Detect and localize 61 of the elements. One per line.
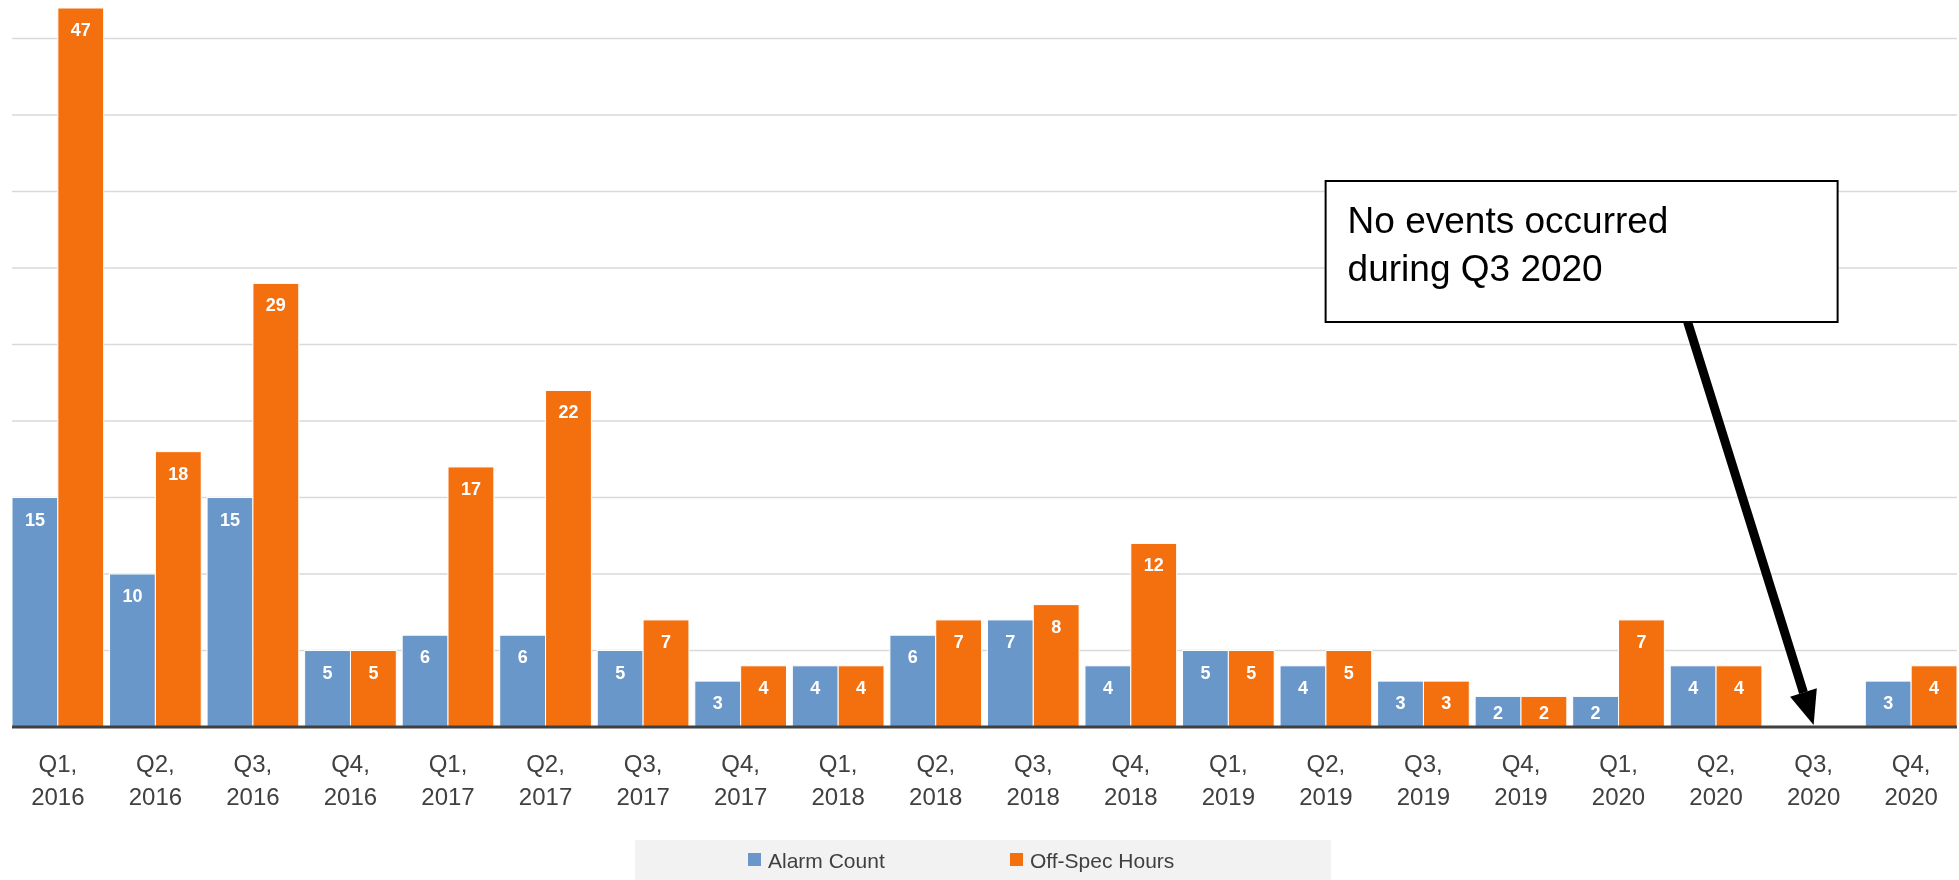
data-label: 2 xyxy=(1538,702,1549,723)
x-tick-label: Q2, 2016 xyxy=(128,750,183,810)
data-label: 5 xyxy=(615,662,626,683)
x-tick-label: Q1, 2016 xyxy=(31,750,85,810)
x-tick-label: Q3, 2017 xyxy=(616,750,670,810)
data-label: 22 xyxy=(558,402,579,423)
data-label: 7 xyxy=(1005,631,1016,652)
legend-label: Off-Spec Hours xyxy=(1030,849,1175,872)
x-tick-label: Q2, 2020 xyxy=(1689,750,1743,810)
data-label: 18 xyxy=(168,463,189,484)
data-label: 5 xyxy=(1246,662,1257,683)
x-tick-label: Q2, 2018 xyxy=(909,750,963,810)
data-label: 4 xyxy=(1688,677,1699,698)
data-label: 4 xyxy=(856,677,867,698)
data-label: 4 xyxy=(1102,677,1113,698)
x-tick-label: Q3, 2020 xyxy=(1786,750,1841,810)
x-tick-label: Q4, 2018 xyxy=(1104,750,1158,810)
data-label: 6 xyxy=(517,647,528,668)
data-label: 5 xyxy=(368,662,379,683)
data-label: 6 xyxy=(420,647,431,668)
legend-label: Alarm Count xyxy=(768,849,885,872)
data-label: 3 xyxy=(1441,693,1452,714)
data-label: 8 xyxy=(1051,616,1062,637)
x-tick-label: Q3, 2018 xyxy=(1006,750,1060,810)
x-tick-label: Q3, 2016 xyxy=(226,750,280,810)
data-label: 7 xyxy=(661,631,672,652)
data-label: 7 xyxy=(953,631,964,652)
x-tick-label: Q3, 2019 xyxy=(1396,750,1451,810)
data-label: 12 xyxy=(1143,555,1164,576)
x-tick-label: Q2, 2019 xyxy=(1299,750,1353,810)
data-label: 4 xyxy=(810,677,821,698)
data-label: 3 xyxy=(1883,693,1894,714)
data-label: 4 xyxy=(1297,677,1308,698)
x-tick-label: Q1, 2020 xyxy=(1591,750,1646,810)
x-tick-label: Q1, 2019 xyxy=(1201,750,1256,810)
data-label: 3 xyxy=(712,693,723,714)
x-tick-label: Q4, 2020 xyxy=(1884,750,1938,810)
data-label: 6 xyxy=(907,647,918,668)
data-label: 47 xyxy=(70,20,91,40)
x-tick-label: Q1, 2018 xyxy=(811,750,865,810)
data-label: 7 xyxy=(1636,631,1647,652)
annotation: No events occurred during Q3 2020 xyxy=(1347,200,1669,289)
x-tick-label: Q1, 2017 xyxy=(421,750,475,810)
data-label: 29 xyxy=(265,295,286,316)
data-label: 2 xyxy=(1590,702,1601,723)
data-label: 4 xyxy=(1929,677,1940,698)
x-tick-label: Q4, 2016 xyxy=(323,750,378,810)
data-label: 4 xyxy=(1733,677,1744,698)
data-label: 3 xyxy=(1395,693,1406,714)
data-label: 5 xyxy=(322,662,333,683)
x-tick-label: Q2, 2017 xyxy=(518,750,573,810)
data-label: 4 xyxy=(758,677,769,698)
data-label: 5 xyxy=(1343,662,1354,683)
data-label: 15 xyxy=(24,509,45,530)
data-label: 10 xyxy=(122,586,143,607)
data-label: 15 xyxy=(219,509,241,530)
x-tick-label: Q4, 2017 xyxy=(713,750,768,810)
data-label: 5 xyxy=(1200,662,1211,683)
x-tick-label: Q4, 2019 xyxy=(1494,750,1548,810)
data-label: 2 xyxy=(1493,702,1504,723)
data-label: 17 xyxy=(460,478,481,499)
